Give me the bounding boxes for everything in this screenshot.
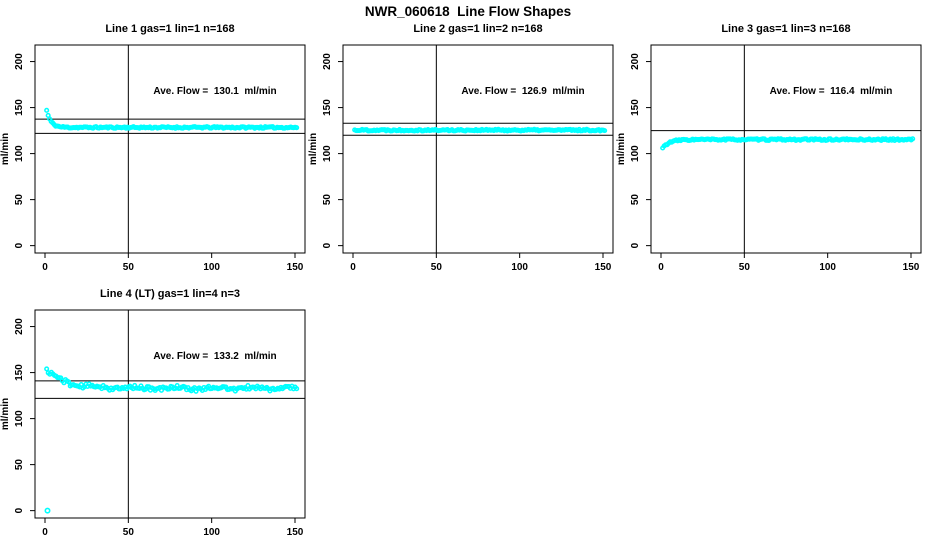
x-axis-tick-label: 0 [350,262,356,271]
plot-frame [34,44,306,254]
plot-canvas-line-4: 0 50 100 150 0 50 100 150 200 ml/min [0,309,306,536]
x-axis-tick-label: 0 [42,262,48,271]
y-axis-tick-label: 200 [630,53,641,70]
panel-title-line-3: Line 3 gas=1 lin=3 n=168 [721,23,851,35]
y-axis-label: ml/min [308,133,319,165]
x-axis-tick-label: 100 [511,262,528,271]
x-axis-tick-label: 100 [203,527,220,536]
data-point [44,366,50,372]
x-axis-tick-label: 50 [431,262,443,271]
x-axis-tick-label: 150 [903,262,920,271]
data-point [294,386,300,392]
data-point [44,107,50,113]
y-axis-tick-label: 100 [630,145,641,162]
x-axis-tick-label: 100 [203,262,220,271]
plot-frame [650,44,922,254]
data-point [294,125,300,131]
panel-line-1: 0 50 100 150 0 50 100 150 200 ml/min Line 1 gas=1… [0,17,312,271]
y-axis-tick-label: 150 [322,99,333,116]
y-axis-label: ml/min [616,133,627,165]
ave-flow-annotation-line-4: Ave. Flow = 133.2 ml/min [153,351,277,362]
panel-title-line-2: Line 2 gas=1 lin=2 n=168 [413,23,543,35]
x-axis-tick-label: 0 [658,262,664,271]
panel-title-line-4: Line 4 (LT) gas=1 lin=4 n=3 [99,288,241,300]
y-axis-tick-label: 50 [322,194,333,206]
y-axis-tick-label: 200 [322,53,333,70]
panel-title-line-1: Line 1 gas=1 lin=1 n=168 [105,23,235,35]
panel-line-3: 0 50 100 150 0 50 100 150 200 ml/min Line 3 gas=1… [616,17,928,271]
x-axis-tick-label: 100 [819,262,836,271]
plot-frame [34,309,306,519]
y-axis-tick-label: 0 [322,242,333,248]
y-axis-tick-label: 0 [630,242,641,248]
y-axis-tick-label: 100 [14,145,25,162]
y-axis-tick-label: 50 [14,194,25,206]
x-axis-tick-label: 150 [287,262,304,271]
plot-canvas-line-3: 0 50 100 150 0 50 100 150 200 ml/min [616,44,922,271]
ave-flow-annotation-line-3: Ave. Flow = 116.4 ml/min [769,86,893,97]
y-axis-tick-label: 50 [630,194,641,206]
y-axis-tick-label: 150 [14,364,25,381]
figure-title: NWR_060618 Line Flow Shapes [364,4,572,19]
ave-flow-annotation-line-2: Ave. Flow = 126.9 ml/min [461,86,585,97]
y-axis-tick-label: 50 [14,459,25,471]
y-axis-tick-label: 100 [14,410,25,427]
panel-line-4: 0 50 100 150 0 50 100 150 200 ml/min Line 4 (LT) … [0,282,312,536]
y-axis-tick-label: 150 [630,99,641,116]
plot-frame [342,44,614,254]
x-axis-tick-label: 150 [287,527,304,536]
y-axis-tick-label: 100 [322,145,333,162]
plot-canvas-line-2: 0 50 100 150 0 50 100 150 200 ml/min [308,44,614,271]
x-axis-tick-label: 150 [595,262,612,271]
panel-line-2: 0 50 100 150 0 50 100 150 200 ml/min Line 2 gas=1… [308,17,620,271]
y-axis-label: ml/min [0,398,11,430]
y-axis-tick-label: 200 [14,53,25,70]
plot-canvas-line-1: 0 50 100 150 0 50 100 150 200 ml/min [0,44,306,271]
y-axis-tick-label: 0 [14,242,25,248]
y-axis-label: ml/min [0,133,11,165]
y-axis-tick-label: 0 [14,507,25,513]
y-axis-tick-label: 150 [14,99,25,116]
ave-flow-annotation-line-1: Ave. Flow = 130.1 ml/min [153,86,277,97]
data-point [66,379,72,385]
y-axis-tick-label: 200 [14,318,25,335]
data-point [910,136,916,142]
x-axis-tick-label: 50 [123,262,135,271]
x-axis-tick-label: 0 [42,527,48,536]
outlier-data-point [44,507,51,514]
x-axis-tick-label: 50 [739,262,751,271]
x-axis-tick-label: 50 [123,527,135,536]
data-point [602,128,608,134]
